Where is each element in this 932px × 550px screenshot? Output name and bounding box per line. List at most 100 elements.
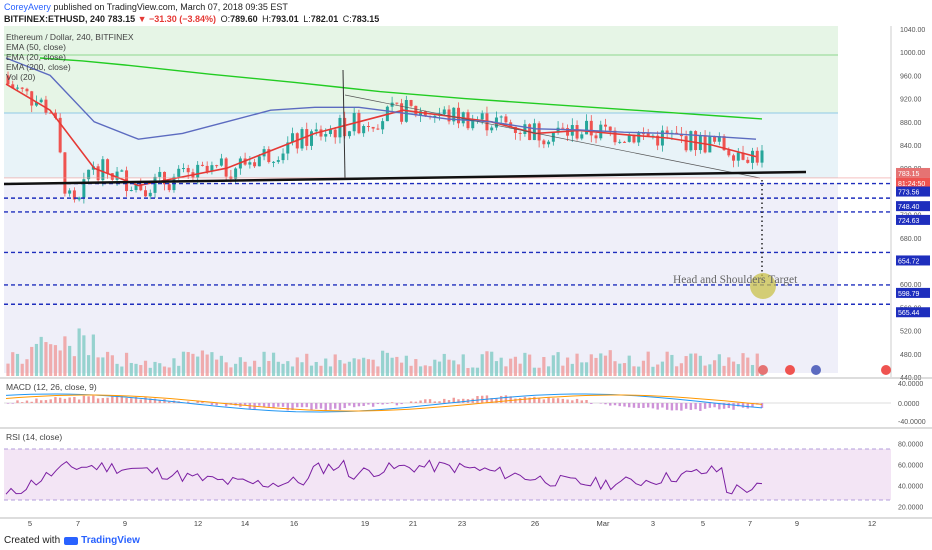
volume-bar	[675, 366, 679, 376]
macd-bar	[409, 401, 413, 403]
candle-body	[542, 140, 546, 145]
macd-bar	[609, 403, 612, 406]
macd-bar	[542, 399, 546, 403]
candle-body	[215, 165, 219, 167]
macd-bar	[281, 403, 285, 407]
volume-bar	[376, 366, 380, 376]
candle-body	[732, 155, 736, 161]
candle-body	[499, 116, 503, 118]
time-tick-label: 7	[76, 519, 80, 528]
macd-bar	[338, 403, 342, 410]
macd-bar	[305, 403, 308, 408]
volume-bar	[741, 353, 745, 376]
volume-bar	[475, 367, 480, 376]
macd-bar	[518, 398, 522, 403]
volume-bar	[305, 353, 309, 376]
macd-bar	[115, 396, 119, 403]
volume-bar	[96, 357, 100, 376]
tradingview-logo[interactable]: TradingView	[64, 535, 140, 546]
volume-bar	[91, 334, 95, 376]
volume-bar	[53, 345, 58, 376]
candle-body	[442, 109, 446, 115]
high-label: H:	[262, 14, 272, 24]
candle-body	[490, 127, 494, 131]
volume-bar	[215, 359, 219, 376]
macd-bar	[760, 403, 764, 408]
candle-body	[608, 126, 612, 131]
volume-bar	[494, 361, 499, 376]
macd-bar	[357, 403, 361, 407]
time-tick-label: 21	[409, 519, 417, 528]
time-tick-label: 23	[458, 519, 466, 528]
volume-bar	[551, 355, 555, 376]
macd-bar	[144, 397, 147, 403]
event-icon[interactable]	[758, 365, 768, 375]
candle-body	[366, 126, 370, 128]
candle-body	[585, 120, 589, 135]
price-tag-label: 598.79	[898, 291, 920, 298]
candle-body	[319, 129, 323, 137]
macd-bar	[665, 403, 669, 410]
event-icon[interactable]	[785, 365, 795, 375]
candle-body	[6, 75, 10, 85]
volume-bar	[333, 354, 337, 376]
neckline[interactable]	[3, 170, 807, 186]
macd-axis: 40.0000 0.0000 -40.0000	[898, 381, 926, 426]
volume-bar	[191, 353, 195, 376]
macd-bar	[277, 403, 280, 407]
event-icons[interactable]	[758, 365, 891, 375]
macd-bar	[495, 398, 498, 403]
candle-body	[53, 112, 57, 118]
event-icon[interactable]	[881, 365, 891, 375]
macd-bar	[39, 400, 43, 403]
candle-body	[58, 117, 62, 153]
volume-bar	[371, 359, 375, 376]
macd-bar	[661, 403, 664, 408]
candle-body	[314, 129, 318, 132]
volume-bar	[708, 364, 712, 376]
volume-bar	[385, 352, 389, 376]
price-tick-label: 960.00	[900, 73, 922, 80]
macd-bar	[680, 403, 683, 411]
volume-bar	[528, 354, 532, 376]
volume-bar	[271, 352, 276, 376]
macd-bar	[324, 403, 327, 411]
macd-bar	[201, 401, 204, 403]
candle-body	[39, 99, 43, 103]
macd-bar	[751, 403, 754, 408]
macd-bar	[732, 403, 735, 410]
candle-body	[551, 132, 555, 142]
volume-bar	[694, 353, 698, 376]
candle-body	[276, 160, 280, 162]
time-tick-label: 5	[28, 519, 32, 528]
macd-signal-line	[5, 394, 763, 412]
candle-body	[414, 105, 418, 116]
volume-bar	[25, 359, 29, 376]
candle-body	[523, 124, 527, 134]
price-tick-label: 1000.00	[900, 50, 925, 57]
macd-bar	[613, 403, 617, 406]
candle-body	[96, 166, 100, 181]
candle-body	[751, 150, 755, 163]
volume-bar	[651, 366, 655, 376]
volume-bar	[186, 352, 190, 376]
volume-bar	[6, 363, 10, 376]
author-link[interactable]: CoreyAvery	[4, 2, 51, 12]
time-tick-label: Mar	[597, 519, 610, 528]
volume-bar	[177, 365, 181, 376]
macd-bar	[428, 399, 432, 403]
macd-bar	[552, 398, 555, 403]
volume-bar	[456, 364, 461, 376]
price-tag	[896, 287, 930, 298]
volume-bar	[352, 358, 356, 376]
legend-vol: Vol (20)	[6, 72, 36, 82]
candle-body	[518, 132, 522, 134]
volume-bar	[101, 357, 105, 376]
candle-body	[77, 197, 81, 200]
event-icon[interactable]	[811, 365, 821, 375]
macd-bar	[689, 403, 693, 410]
candle-body	[727, 150, 731, 156]
price-tick-label: 920.00	[900, 97, 922, 104]
macd-bar	[628, 403, 631, 408]
